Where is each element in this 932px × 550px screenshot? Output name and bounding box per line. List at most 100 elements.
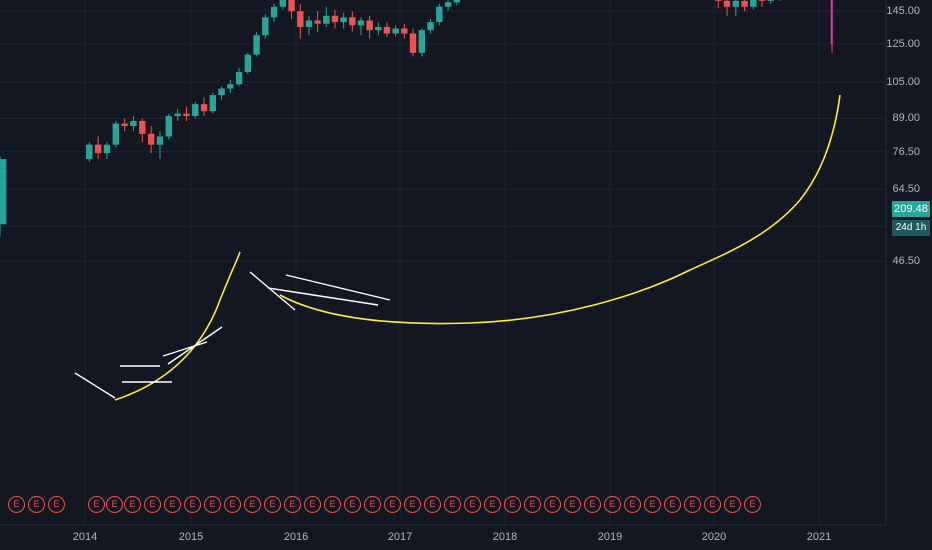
candle-body: [357, 20, 365, 26]
candle-body: [723, 0, 731, 7]
candle: [297, 3, 304, 39]
candle-body: [453, 0, 460, 3]
candle: [0, 165, 7, 181]
earnings-marker[interactable]: E: [184, 496, 201, 513]
earnings-marker[interactable]: E: [464, 496, 481, 513]
earnings-marker[interactable]: E: [284, 496, 301, 513]
earnings-marker[interactable]: E: [604, 496, 621, 513]
price-axis-label: 89.00: [892, 112, 920, 125]
earnings-marker[interactable]: E: [504, 496, 521, 513]
trend-line[interactable]: [285, 274, 391, 301]
candle-body: [183, 113, 190, 117]
candle: [715, 0, 722, 9]
time-axis-label: 2017: [387, 531, 413, 543]
candle: [0, 212, 7, 237]
earnings-marker[interactable]: E: [344, 496, 361, 513]
candle-body: [130, 120, 137, 127]
earnings-marker[interactable]: E: [164, 496, 181, 513]
earnings-marker[interactable]: E: [264, 496, 281, 513]
support-curve-left[interactable]: [114, 251, 241, 401]
price-axis-label: 125.00: [886, 37, 920, 50]
candle-body: [0, 197, 7, 217]
candle: [732, 0, 739, 16]
candle-body: [0, 177, 7, 188]
trend-line[interactable]: [249, 271, 296, 311]
earnings-marker[interactable]: E: [564, 496, 581, 513]
cup-curve[interactable]: [279, 94, 841, 325]
earnings-marker[interactable]: E: [204, 496, 221, 513]
earnings-marker[interactable]: E: [404, 496, 421, 513]
annotation-layer: [74, 0, 841, 401]
candle: [323, 6, 330, 27]
time-axis-label: 2014: [72, 531, 98, 543]
price-axis-label: 105.00: [886, 76, 920, 89]
earnings-marker[interactable]: E: [704, 496, 721, 513]
candle-body: [192, 104, 199, 117]
earnings-marker[interactable]: E: [664, 496, 681, 513]
candle-body: [340, 17, 347, 23]
earnings-marker[interactable]: E: [644, 496, 661, 513]
earnings-marker[interactable]: E: [124, 496, 141, 513]
candle: [767, 0, 774, 4]
candle: [314, 11, 321, 32]
candle: [209, 92, 216, 114]
candle-body: [227, 84, 234, 89]
candle-body: [427, 22, 434, 31]
earnings-marker[interactable]: E: [584, 496, 601, 513]
time-axis-label: 2021: [806, 531, 832, 543]
earnings-marker[interactable]: E: [684, 496, 701, 513]
trend-line[interactable]: [162, 341, 208, 357]
candle-body: [139, 120, 146, 134]
candle: [409, 28, 417, 57]
candle: [165, 113, 172, 140]
candle: [0, 194, 7, 221]
earnings-marker[interactable]: E: [48, 496, 65, 513]
candle: [375, 22, 382, 36]
earnings-marker[interactable]: E: [624, 496, 641, 513]
candle-body: [0, 216, 7, 225]
grid-lines: [0, 0, 886, 525]
candle: [147, 126, 155, 154]
earnings-marker[interactable]: E: [744, 496, 761, 513]
candle-body: [409, 33, 417, 53]
trend-line[interactable]: [74, 372, 116, 399]
candle: [192, 101, 199, 119]
earnings-marker[interactable]: E: [424, 496, 441, 513]
earnings-marker[interactable]: E: [364, 496, 381, 513]
trend-line[interactable]: [167, 326, 223, 365]
candle: [340, 12, 347, 29]
earnings-marker[interactable]: E: [224, 496, 241, 513]
candle: [401, 23, 408, 39]
earnings-marker[interactable]: E: [544, 496, 561, 513]
earnings-marker[interactable]: E: [444, 496, 461, 513]
earnings-marker[interactable]: E: [8, 496, 25, 513]
earnings-marker[interactable]: E: [524, 496, 541, 513]
time-axis-label: 2015: [178, 531, 204, 543]
candle-body: [758, 0, 766, 1]
candle-body: [349, 17, 356, 26]
trend-line[interactable]: [267, 287, 379, 306]
earnings-marker[interactable]: E: [484, 496, 501, 513]
candle-body: [767, 0, 774, 1]
candle-body: [94, 144, 102, 154]
earnings-marker[interactable]: E: [106, 496, 123, 513]
candle-body: [200, 104, 208, 112]
earnings-marker[interactable]: E: [244, 496, 261, 513]
price-axis-label: 145.00: [886, 5, 920, 18]
candle-body: [741, 0, 748, 7]
candle: [0, 156, 7, 172]
candle-body: [750, 0, 757, 7]
earnings-marker[interactable]: E: [724, 496, 741, 513]
candle: [288, 0, 295, 19]
earnings-marker[interactable]: E: [324, 496, 341, 513]
earnings-marker[interactable]: E: [384, 496, 401, 513]
earnings-marker[interactable]: E: [304, 496, 321, 513]
earnings-marker[interactable]: E: [144, 496, 161, 513]
earnings-marker[interactable]: E: [28, 496, 45, 513]
candle: [183, 106, 190, 121]
candle-body: [174, 113, 181, 117]
earnings-marker[interactable]: E: [88, 496, 105, 513]
candle-body: [732, 0, 739, 7]
candle: [235, 67, 243, 87]
